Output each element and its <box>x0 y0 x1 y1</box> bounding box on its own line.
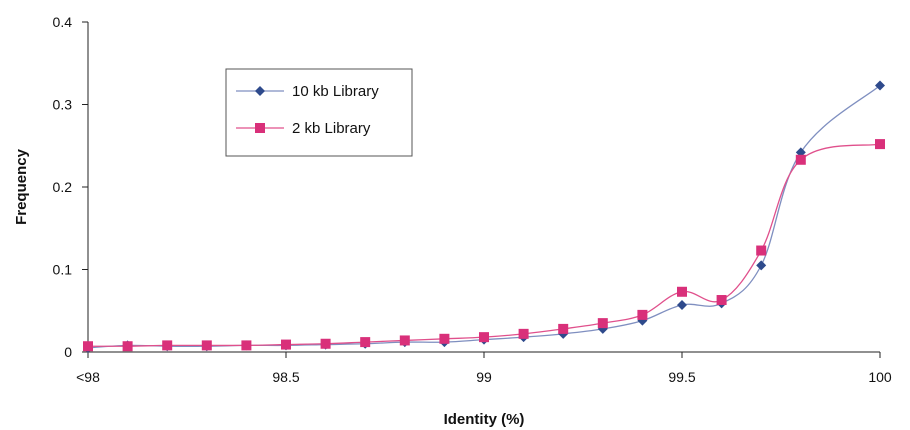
legend-items: 10 kb Library 2 kb Library <box>236 83 379 137</box>
data-point <box>360 337 371 348</box>
legend-marker <box>255 123 265 133</box>
axes <box>87 22 880 353</box>
series-1 <box>83 80 885 353</box>
data-point <box>439 333 450 344</box>
data-point <box>756 260 767 271</box>
data-point <box>162 340 173 351</box>
data-point <box>83 341 93 352</box>
data-point <box>677 286 687 297</box>
series-line <box>87 85 881 349</box>
data-point <box>875 80 885 91</box>
legend-label: 10 kb Library <box>292 83 379 100</box>
y-axis-title: Frequency <box>13 148 30 225</box>
legend-label: 2 kb Library <box>292 120 371 137</box>
x-ticks: <98 98.5 99 99.5 100 <box>76 352 892 385</box>
y-tick-label: 0 <box>64 344 72 360</box>
y-tick-label: 0.2 <box>53 179 73 195</box>
data-point <box>201 340 212 351</box>
x-axis-title: Identity (%) <box>444 411 525 428</box>
series-layer <box>83 80 885 353</box>
x-tick-label: 99 <box>476 369 492 385</box>
data-point <box>716 295 727 306</box>
data-point <box>875 139 885 150</box>
x-tick-label: <98 <box>76 369 100 385</box>
data-point <box>320 338 331 349</box>
data-point <box>241 340 252 351</box>
y-tick-label: 0.4 <box>53 14 73 30</box>
y-tick-label: 0.1 <box>53 262 73 278</box>
data-point <box>399 335 410 346</box>
x-tick-label: 100 <box>868 369 892 385</box>
data-point <box>281 339 291 350</box>
y-tick-label: 0.3 <box>53 97 73 113</box>
data-point <box>558 323 569 334</box>
series-2 <box>83 139 885 352</box>
data-point <box>677 299 687 310</box>
data-point <box>756 245 767 256</box>
data-point <box>122 341 133 352</box>
data-point <box>637 309 648 320</box>
data-point <box>518 328 529 339</box>
data-point <box>597 318 608 329</box>
x-tick-label: 98.5 <box>272 369 299 385</box>
series-line <box>87 143 881 347</box>
x-tick-label: 99.5 <box>668 369 695 385</box>
data-point <box>795 154 806 165</box>
y-ticks: 0 0.1 0.2 0.3 0.4 <box>53 14 88 360</box>
legend: 10 kb Library 2 kb Library <box>225 68 413 157</box>
legend-marker <box>255 86 265 96</box>
legend-box <box>225 68 413 157</box>
data-point <box>479 332 489 343</box>
